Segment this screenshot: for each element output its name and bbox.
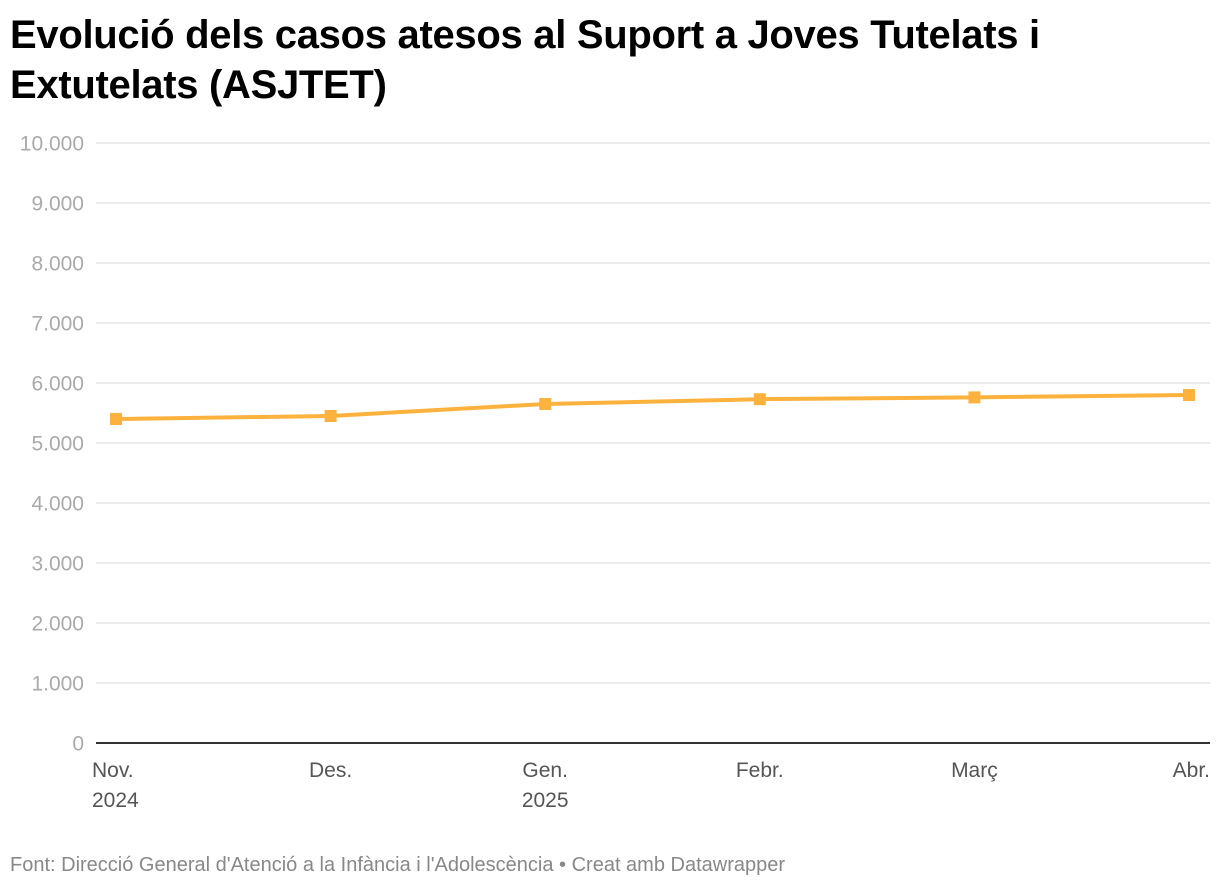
data-point: [1183, 389, 1195, 401]
data-point: [324, 410, 337, 422]
x-tick-label: Des.: [309, 759, 352, 782]
x-tick-label: Abr.: [1173, 759, 1210, 782]
data-point: [110, 413, 122, 425]
series-casos-atesos: [110, 389, 1195, 425]
y-tick-label: 6.000: [31, 373, 84, 396]
y-axis-ticks: 0 1.000 2.000 3.000 4.000 5.000 6.000 7.000 8.00…: [20, 133, 84, 756]
y-tick-label: 7.000: [31, 313, 84, 336]
x-axis-ticks: Nov. 2024 Des. Gen. 2025 Febr. Març Abr.: [92, 759, 1210, 812]
source-footer: Font: Direcció General d'Atenció a la In…: [10, 854, 786, 876]
x-tick-sublabel: 2025: [522, 789, 569, 812]
data-point: [968, 391, 981, 404]
data-point: [753, 393, 766, 406]
x-tick-sublabel: 2024: [92, 789, 139, 812]
chart-title: Evolució dels casos atesos al Suport a J…: [10, 13, 1040, 107]
series-line: [114, 393, 1191, 421]
x-tick-label: Nov.: [92, 759, 134, 782]
line-chart: 0 1.000 2.000 3.000 4.000 5.000 6.000 7.000 8.00…: [20, 133, 1210, 812]
y-tick-label: 1.000: [31, 673, 84, 696]
y-tick-label: 0: [72, 733, 84, 756]
y-tick-label: 9.000: [31, 193, 84, 216]
data-point: [539, 398, 552, 410]
y-tick-label: 8.000: [31, 253, 84, 276]
y-tick-label: 2.000: [31, 613, 84, 636]
y-tick-label: 3.000: [31, 553, 84, 576]
y-tick-label: 5.000: [31, 433, 84, 456]
y-tick-label: 4.000: [31, 493, 84, 516]
grid-lines: [96, 142, 1210, 744]
x-tick-label: Març: [951, 759, 998, 782]
x-tick-label: Febr.: [736, 759, 784, 782]
x-tick-label: Gen.: [522, 759, 568, 782]
y-tick-label: 10.000: [20, 133, 84, 156]
